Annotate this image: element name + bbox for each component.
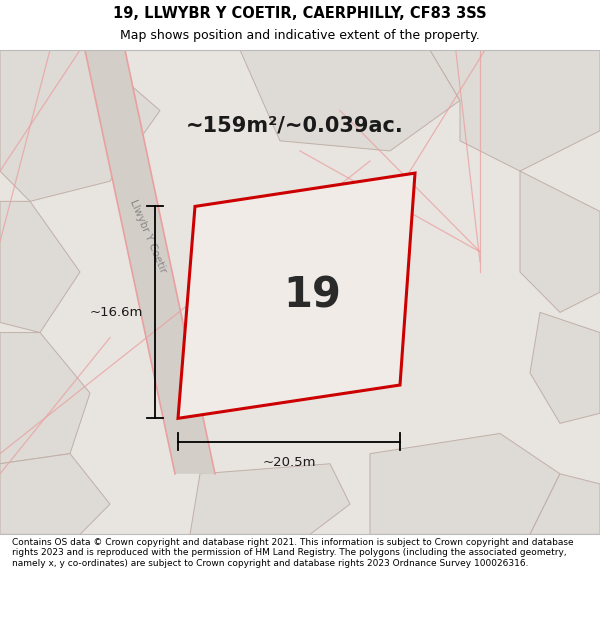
Polygon shape bbox=[240, 50, 460, 151]
Polygon shape bbox=[530, 312, 600, 423]
Text: ~20.5m: ~20.5m bbox=[262, 456, 316, 469]
Polygon shape bbox=[430, 50, 600, 171]
Polygon shape bbox=[0, 50, 160, 201]
Polygon shape bbox=[178, 173, 415, 418]
Polygon shape bbox=[190, 464, 350, 534]
Polygon shape bbox=[520, 171, 600, 312]
Polygon shape bbox=[85, 50, 215, 474]
Polygon shape bbox=[0, 332, 90, 464]
Text: 19, LLWYBR Y COETIR, CAERPHILLY, CF83 3SS: 19, LLWYBR Y COETIR, CAERPHILLY, CF83 3S… bbox=[113, 6, 487, 21]
Polygon shape bbox=[370, 434, 560, 534]
Text: Contains OS data © Crown copyright and database right 2021. This information is : Contains OS data © Crown copyright and d… bbox=[12, 538, 574, 568]
Polygon shape bbox=[0, 201, 80, 332]
Polygon shape bbox=[0, 454, 110, 534]
Text: Llwybr Y Coetir: Llwybr Y Coetir bbox=[128, 199, 168, 275]
Text: ~16.6m: ~16.6m bbox=[89, 306, 143, 319]
Text: Map shows position and indicative extent of the property.: Map shows position and indicative extent… bbox=[120, 29, 480, 42]
Text: 19: 19 bbox=[283, 275, 341, 317]
Text: ~159m²/~0.039ac.: ~159m²/~0.039ac. bbox=[186, 116, 404, 136]
Polygon shape bbox=[530, 474, 600, 534]
